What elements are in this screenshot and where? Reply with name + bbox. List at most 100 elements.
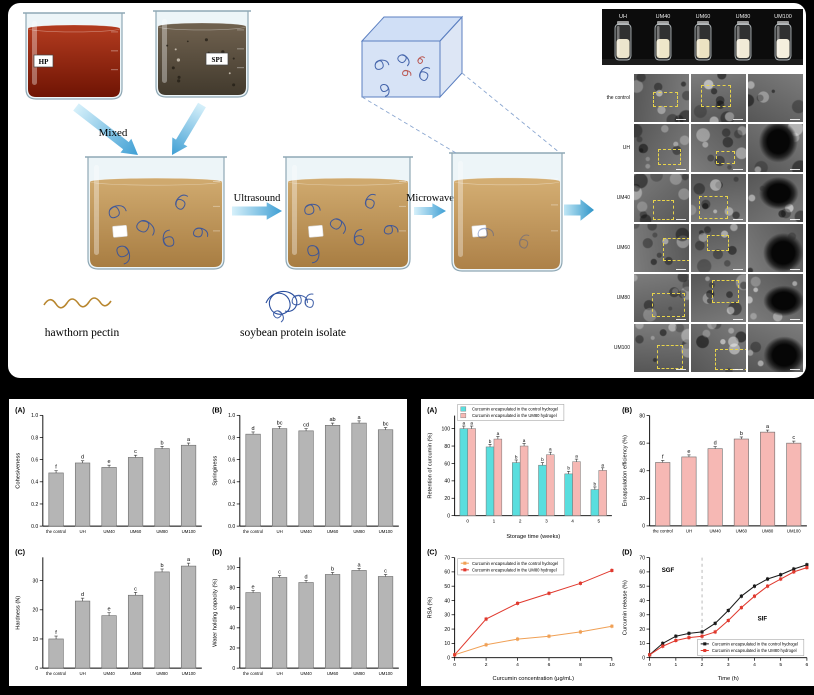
sem-scalebar	[733, 318, 743, 320]
svg-text:b: b	[161, 562, 164, 568]
svg-text:a: a	[358, 562, 362, 568]
bar	[324, 573, 341, 668]
svg-text:3: 3	[545, 518, 548, 523]
sem-image	[748, 174, 803, 222]
sem-highlight-box	[715, 349, 746, 370]
bar	[127, 594, 144, 668]
sem-scalebar	[676, 218, 686, 220]
sem-highlight-box	[657, 345, 683, 369]
svg-text:6: 6	[548, 661, 551, 667]
sem-scalebar	[790, 168, 800, 170]
svg-text:e: e	[687, 449, 690, 455]
svg-text:a: a	[497, 431, 500, 436]
bar	[180, 565, 197, 668]
sem-image	[748, 74, 803, 122]
svg-text:1: 1	[674, 661, 677, 667]
flow-arrow	[564, 199, 594, 221]
svg-text:(A): (A)	[15, 406, 26, 414]
svg-text:2: 2	[485, 661, 488, 667]
vial-label: UM100	[774, 14, 792, 20]
svg-text:f: f	[55, 465, 57, 471]
svg-text:UM40: UM40	[103, 670, 115, 675]
bar	[760, 431, 776, 527]
vial-label: UH	[619, 14, 627, 20]
svg-text:d: d	[252, 426, 255, 432]
svg-text:(C): (C)	[15, 548, 26, 556]
svg-text:Curcumin concentration (μg/mL): Curcumin concentration (μg/mL)	[492, 676, 574, 682]
chart-cell: (A) 0 20 40 60 80 100 Retention of curcumin (%)…	[424, 402, 617, 542]
sem-scalebar	[676, 368, 686, 370]
sem-row: UM60	[602, 224, 803, 272]
sem-image	[691, 174, 746, 222]
svg-text:80: 80	[444, 444, 450, 450]
sem-image	[634, 274, 689, 322]
bar	[74, 600, 91, 668]
flow-arrow	[172, 102, 206, 155]
svg-text:2: 2	[519, 518, 522, 523]
svg-text:20: 20	[33, 607, 39, 613]
svg-text:40: 40	[444, 598, 450, 604]
beaker-spi-label: SPI	[212, 56, 223, 64]
svg-text:bc: bc	[383, 421, 389, 427]
svg-text:b: b	[489, 439, 492, 444]
svg-text:Encapsulation efficiency (%): Encapsulation efficiency (%)	[623, 435, 629, 507]
svg-text:0.0: 0.0	[228, 524, 235, 530]
svg-text:bc: bc	[277, 420, 283, 426]
svg-text:c: c	[792, 435, 795, 441]
sem-image	[634, 74, 689, 122]
chart-(B): (B) 0 20 40 60 80 Encapsulation efficiency (%)…	[619, 402, 812, 542]
svg-text:Curcumin encapsulated in the U: Curcumin encapsulated in the UM80 hydrog…	[712, 648, 797, 653]
svg-text:30: 30	[639, 612, 645, 618]
bar	[154, 448, 170, 527]
sem-row: UM80	[602, 274, 803, 322]
svg-text:0.0: 0.0	[31, 524, 38, 530]
svg-text:5: 5	[779, 661, 782, 667]
bar	[681, 456, 697, 527]
svg-text:(B): (B)	[622, 407, 633, 415]
bar	[467, 428, 476, 516]
svg-text:b: b	[740, 431, 743, 437]
sem-scalebar	[676, 118, 686, 120]
svg-text:80: 80	[230, 585, 236, 591]
svg-text:10: 10	[609, 661, 615, 667]
sem-image	[691, 324, 746, 372]
bar	[519, 445, 529, 516]
svg-text:80: 80	[639, 413, 645, 419]
svg-text:the control: the control	[46, 529, 66, 534]
curcumin-charts-panel: (A) 0 20 40 60 80 100 Retention of curcumin (%)…	[420, 398, 814, 687]
svg-text:6: 6	[806, 661, 809, 667]
sem-row-label: UM80	[616, 295, 630, 301]
svg-text:Curcumin encapsulated in the U: Curcumin encapsulated in the UM80 hydrog…	[472, 567, 557, 572]
step-label-microwave: Microwave	[406, 193, 454, 204]
sem-scalebar	[733, 268, 743, 270]
sem-row-label: UM100	[613, 345, 630, 351]
pectin-label: hawthorn pectin	[45, 327, 120, 339]
svg-text:a: a	[523, 438, 526, 443]
bar	[271, 576, 288, 668]
sem-row-label: UM40	[616, 195, 630, 201]
spi-label: soybean protein isolate	[240, 327, 346, 339]
process-svg: HP SPI Mixed Ultrasound Microwave hawthorn pe…	[23, 10, 594, 339]
svg-text:a: a	[187, 557, 191, 563]
sem-grid: the control UH UM40 UM60 UM80 UM100	[602, 74, 803, 372]
bar	[48, 472, 64, 527]
svg-text:UH: UH	[276, 529, 282, 534]
bar	[786, 442, 802, 527]
chart-legend	[697, 638, 805, 656]
svg-text:10: 10	[33, 636, 39, 642]
svg-text:UM60: UM60	[736, 529, 748, 534]
bar	[538, 464, 547, 516]
svg-text:(B): (B)	[212, 406, 223, 414]
svg-text:b: b	[331, 566, 334, 572]
svg-text:the control: the control	[243, 670, 263, 675]
svg-text:0: 0	[447, 655, 450, 661]
sem-image	[634, 174, 689, 222]
bar	[48, 638, 64, 668]
bar	[324, 424, 341, 527]
hydrogel-cube	[360, 15, 561, 154]
chart-cell: (A) 0.0 0.2 0.4 0.6 0.8 1.0 Cohesiveness f the co…	[12, 402, 207, 542]
sem-scalebar	[790, 318, 800, 320]
bar	[101, 614, 117, 668]
